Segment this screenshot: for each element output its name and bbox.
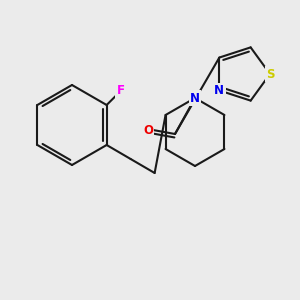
Text: N: N <box>214 84 224 97</box>
Text: S: S <box>266 68 274 80</box>
Text: F: F <box>117 85 124 98</box>
Text: N: N <box>190 92 200 104</box>
Text: O: O <box>143 124 153 136</box>
